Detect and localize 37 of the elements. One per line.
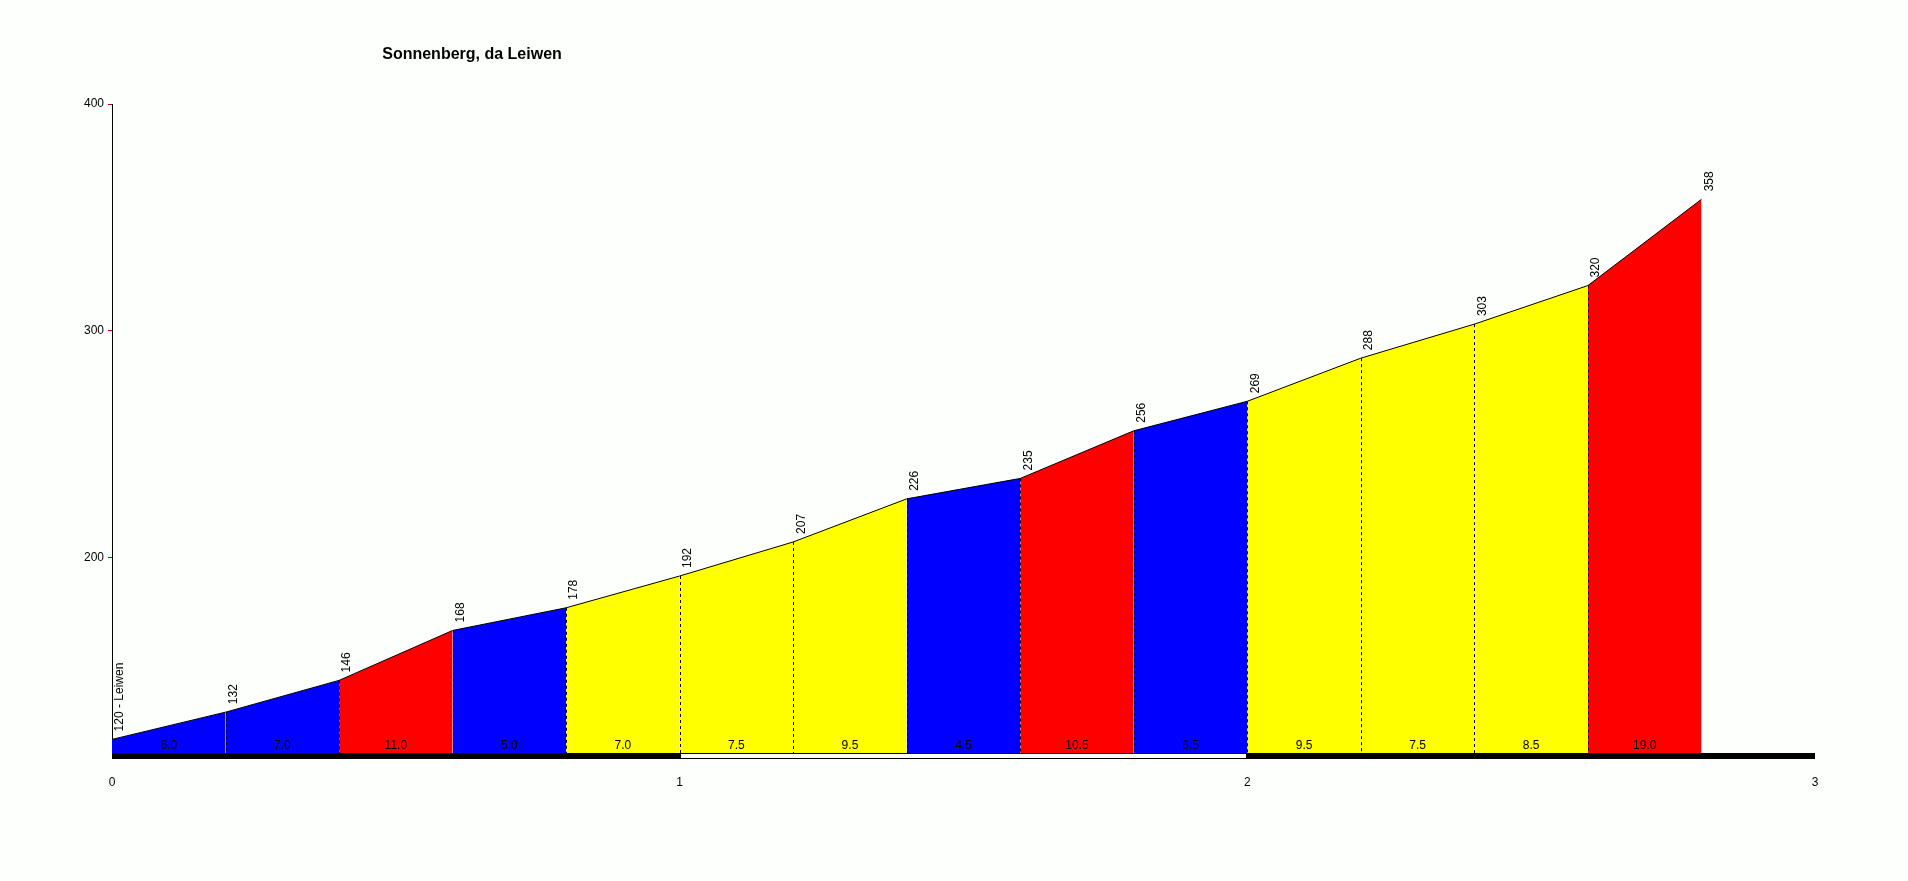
data-label: 168: [452, 602, 467, 623]
data-label: 207: [793, 513, 808, 534]
x-tick-label: 0: [108, 774, 116, 789]
annotation: 5.0: [501, 738, 519, 753]
annotation: 7.5: [728, 738, 746, 753]
y-tick-label: 200: [83, 550, 105, 565]
annotation: 7.0: [614, 738, 632, 753]
annotation: 19.0: [1633, 738, 1657, 753]
data-label: 146: [339, 652, 354, 673]
x-tick-label: 2: [1243, 774, 1251, 789]
annotation: 6.5: [1182, 738, 1200, 753]
data-label: 120 - Leiwen: [112, 662, 127, 732]
data-label: 192: [679, 547, 694, 568]
annotation: 10.5: [1065, 738, 1090, 753]
annotation: 9.5: [841, 738, 859, 753]
data-label: 178: [566, 579, 581, 600]
annotation: 11.0: [384, 738, 408, 753]
annotation: 6.0: [160, 738, 178, 753]
annotation: 4.5: [955, 738, 973, 753]
x-tick-label: 3: [1811, 774, 1819, 789]
data-label: 303: [1474, 295, 1489, 317]
data-label: 235: [1020, 450, 1035, 471]
y-tick-label: 300: [83, 323, 105, 338]
annotation: 7.5: [1409, 738, 1427, 753]
data-label: 226: [907, 470, 922, 491]
data-label: 256: [1134, 402, 1149, 423]
data-label: 132: [225, 683, 240, 705]
data-label: 288: [1361, 329, 1376, 351]
annotation: 7.0: [273, 738, 291, 753]
y-tick-label: 400: [83, 96, 105, 111]
x-tick-label: 1: [676, 774, 684, 789]
data-label: 358: [1701, 170, 1716, 192]
chart-title: Sonnenberg, da Leiwen: [382, 45, 562, 63]
data-label: 320: [1588, 257, 1603, 278]
annotation: 8.5: [1522, 738, 1540, 753]
data-label: 269: [1247, 372, 1262, 394]
annotation: 9.5: [1295, 738, 1313, 753]
